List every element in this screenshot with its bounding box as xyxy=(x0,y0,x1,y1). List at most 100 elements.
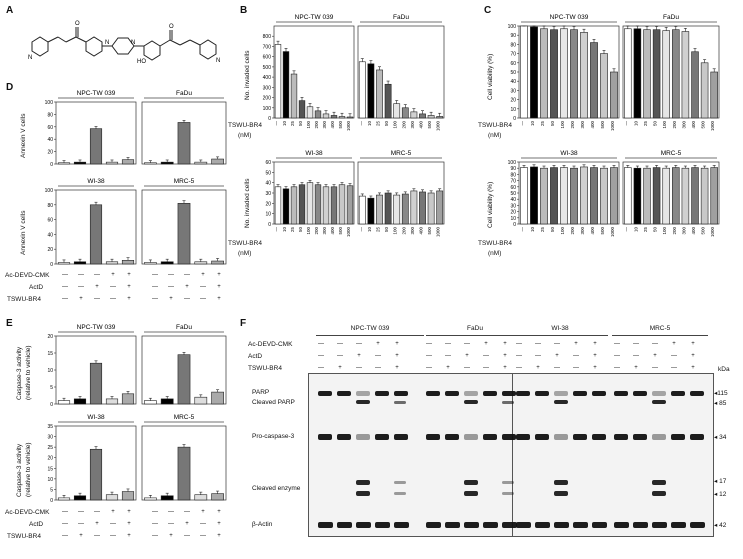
x-tick-label: 400 xyxy=(691,227,696,235)
sign-mark: — xyxy=(426,341,432,347)
blot-band xyxy=(535,391,549,396)
blot-band xyxy=(690,434,704,440)
blot-band xyxy=(464,522,479,528)
x-tick-label: — xyxy=(520,121,525,126)
sign-mark: + xyxy=(201,272,205,278)
sign-mark: + xyxy=(95,284,99,290)
bar xyxy=(73,495,87,501)
sign-mark: — xyxy=(614,365,620,371)
bar xyxy=(346,116,354,119)
chart-d-fadu: FaDu xyxy=(141,90,227,165)
blot-band xyxy=(614,522,629,528)
blot-band xyxy=(633,522,648,528)
blot-band xyxy=(426,434,440,440)
blot-band xyxy=(516,434,530,440)
sign-mark: + xyxy=(593,341,597,347)
svg-text:HO: HO xyxy=(137,59,146,65)
blot-right xyxy=(512,373,714,537)
sign-mark: — xyxy=(152,509,158,515)
mw-34: ◂ 34 xyxy=(714,434,727,441)
blot-band xyxy=(318,522,333,528)
x-tick-label: 50 xyxy=(653,121,658,127)
y-tick-label: 10 xyxy=(265,212,271,218)
sign-mark: — xyxy=(110,521,116,527)
sign-mark: — xyxy=(573,365,579,371)
label-cleaved-enzyme: Cleaved enzyme xyxy=(252,485,301,492)
y-tick-label: 60 xyxy=(47,125,53,131)
blot-band xyxy=(535,434,549,440)
bar xyxy=(710,71,718,119)
x-tick-label: 10 xyxy=(282,121,287,127)
x-tick-label: 400 xyxy=(419,121,424,129)
x-tick-label: 1000 xyxy=(346,121,351,132)
blot-band xyxy=(516,391,530,396)
blot-band xyxy=(337,434,351,440)
bar xyxy=(570,167,578,225)
bar xyxy=(367,63,375,119)
bar xyxy=(160,398,174,405)
e-tswu-label: TSWU-BR4 xyxy=(7,533,41,540)
y-tick-label: 200 xyxy=(263,96,272,102)
sign-mark: + xyxy=(691,365,695,371)
blot-band xyxy=(671,391,685,396)
sign-mark: + xyxy=(503,353,507,359)
blot-band xyxy=(652,522,667,528)
ylabel-b-top: No. invaded cells xyxy=(244,50,251,101)
ylabel-d-bottom: Annexin V cells xyxy=(20,210,27,255)
blot-band xyxy=(592,434,606,440)
bar xyxy=(194,494,208,501)
blot-band xyxy=(573,522,588,528)
blot-band xyxy=(394,492,406,495)
blot-band xyxy=(464,400,478,404)
chart-title: NPC-TW 039 xyxy=(295,14,334,21)
sign-mark: — xyxy=(62,284,68,290)
sign-mark: — xyxy=(200,296,206,302)
blot-band xyxy=(394,434,408,440)
bar xyxy=(121,260,135,265)
sign-mark: + xyxy=(357,353,361,359)
chart-title: WI-38 xyxy=(560,150,578,157)
chart-title: MRC-5 xyxy=(391,150,412,157)
blot-band xyxy=(554,480,568,485)
bar xyxy=(89,448,103,501)
d-tswu-label: TSWU-BR4 xyxy=(7,296,41,303)
sign-mark: — xyxy=(62,509,68,515)
blot-band xyxy=(690,522,705,528)
chart-b-fadu: FaDu — 10 25 50 100 200 300 400 500 1000 xyxy=(357,14,445,131)
x-tick-label: 300 xyxy=(580,121,585,129)
x-tick-label: 200 xyxy=(570,227,575,235)
mw-12: ◂ 12 xyxy=(714,491,727,498)
sign-mark: + xyxy=(691,353,695,359)
sign-mark: — xyxy=(152,272,158,278)
y-tick-label: 300 xyxy=(263,85,272,91)
blot-band xyxy=(356,522,371,528)
y-tick-label: 100 xyxy=(45,188,54,194)
y-tick-label: 50 xyxy=(265,170,271,176)
bar xyxy=(144,400,157,405)
sign-mark: — xyxy=(62,533,68,539)
sign-mark: + xyxy=(395,341,399,347)
chart-c-mrc5: MRC-5 — 10 25 50 100 200 300 400 500 1000 xyxy=(622,150,720,238)
x-tick-label: 1000 xyxy=(436,227,441,238)
panel-label-a: A xyxy=(6,5,14,16)
sign-mark: — xyxy=(464,365,470,371)
x-tick-label: 1000 xyxy=(710,227,715,238)
sign-mark: + xyxy=(127,521,131,527)
sign-mark: — xyxy=(671,365,677,371)
y-tick-label: 60 xyxy=(265,160,271,166)
sign-mark: — xyxy=(200,284,206,290)
x-tick-label: 400 xyxy=(330,121,335,129)
chart-e-mrc5: MRC-5 xyxy=(141,414,227,501)
chart-c-npc: NPC-TW 039 0 10 20 30 40 50 60 70 80 90 100 — 10 25 50 1… xyxy=(508,14,620,131)
ylabel-c-top: Cell viability (%) xyxy=(487,53,494,100)
chart-e-npc: NPC-TW 039 0 5 10 15 20 xyxy=(47,324,137,408)
x-tick-label: 300 xyxy=(681,227,686,235)
bar xyxy=(105,494,119,501)
sign-mark: — xyxy=(671,353,677,359)
sign-mark: + xyxy=(555,353,559,359)
x-tick-label: 25 xyxy=(376,121,381,127)
y-tick-label: 600 xyxy=(263,55,272,61)
sign-mark: + xyxy=(201,509,205,515)
chart-title: NPC-TW 039 xyxy=(77,324,116,331)
